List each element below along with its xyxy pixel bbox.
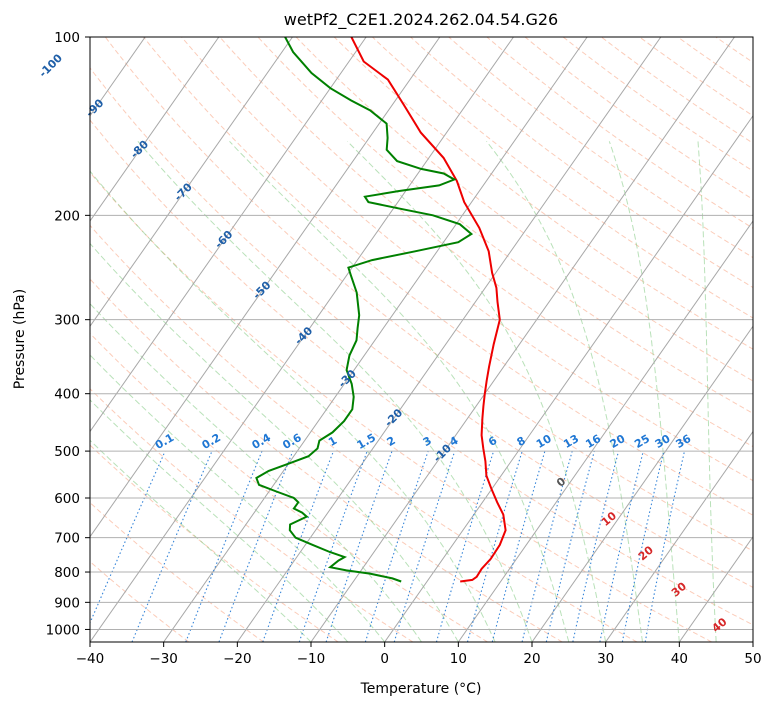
mixing-ratio-line — [572, 450, 620, 642]
isotherm-line — [384, 114, 753, 642]
isotherm-line — [678, 535, 753, 642]
x-tick-label: 30 — [597, 651, 614, 667]
x-axis-label: Temperature (°C) — [360, 681, 482, 697]
x-tick-label: 0 — [380, 651, 389, 667]
isotherm-line — [531, 325, 753, 642]
y-tick-label: 500 — [54, 444, 80, 460]
pressure-gridlines — [90, 37, 753, 630]
y-tick-label: 400 — [54, 387, 80, 403]
dry-adiabat-line — [181, 37, 753, 482]
dry-adiabat-line — [372, 37, 753, 319]
dewpoint-profile-line — [255, 37, 474, 583]
y-tick-label: 900 — [54, 595, 80, 611]
mixing-ratio-line — [364, 450, 429, 642]
y-axis-label: Pressure (hPa) — [12, 289, 28, 389]
dry-adiabat-line — [90, 332, 488, 642]
y-tick-label: 1000 — [46, 622, 80, 638]
mixing-ratio-line — [131, 450, 213, 642]
mixing-ratio-line — [435, 450, 495, 642]
dry-adiabat-line — [90, 119, 753, 626]
isotherm-line — [163, 37, 588, 642]
x-tick-label: −20 — [223, 651, 252, 667]
chart-title: wetPf2_C2E1.2024.262.04.54.G26 — [284, 10, 558, 30]
x-tick-label: −10 — [297, 651, 326, 667]
mixing-ratio-line — [545, 450, 595, 642]
isotherm-line — [90, 37, 514, 642]
dry-adiabat-line — [333, 37, 753, 350]
x-tick-label: 40 — [671, 651, 688, 667]
temperature-profile-line — [350, 37, 507, 583]
dry-adiabat-line — [90, 171, 712, 642]
mixing-ratio-line — [521, 450, 573, 642]
isotherm-line — [90, 37, 441, 538]
isotherm-line — [90, 37, 367, 433]
dry-adiabat-line — [90, 278, 563, 642]
isotherm-line — [605, 430, 753, 642]
mixing-ratio-line — [466, 450, 523, 642]
x-tick-label: 10 — [450, 651, 467, 667]
dry-adiabat-line — [90, 560, 190, 642]
x-tick-label: −30 — [149, 651, 178, 667]
x-tick-label: 50 — [744, 651, 761, 667]
y-tick-label: 100 — [54, 30, 80, 46]
y-tick-label: 300 — [54, 313, 80, 329]
plot-frame — [89, 36, 754, 643]
dry-adiabat-line — [295, 37, 753, 382]
isotherm-line — [310, 37, 735, 642]
y-tick-label: 700 — [54, 531, 80, 547]
isotherm-line — [457, 220, 753, 642]
dry-adiabat-line — [90, 67, 753, 588]
mixing-ratio-line — [218, 450, 294, 642]
isotherm-line — [90, 37, 220, 222]
mixing-ratio-line — [298, 450, 368, 642]
profile-lines — [255, 37, 507, 583]
mixing-ratio-line — [393, 450, 456, 642]
dry-adiabat-line — [143, 37, 753, 516]
axis-ticks: −40 −30 −20 −10 0 10 20 30 40 50 100 200 300 400 500 60… — [46, 30, 762, 667]
mixing-ratio-line — [491, 450, 546, 642]
mixing-ratio-line — [185, 450, 263, 642]
mixing-ratio-line — [262, 450, 334, 642]
x-tick-label: 20 — [523, 651, 540, 667]
y-tick-label: 600 — [54, 491, 80, 507]
mixing-ratio-line — [599, 450, 644, 642]
y-tick-label: 200 — [54, 208, 80, 224]
mixing-ratio-line — [325, 450, 393, 642]
isotherm-line — [90, 37, 293, 328]
mixing-ratio-line — [90, 450, 166, 625]
isotherm-line — [236, 37, 662, 642]
dry-adiabat-line — [219, 37, 753, 448]
y-tick-label: 800 — [54, 565, 80, 581]
x-tick-label: −40 — [76, 651, 105, 667]
